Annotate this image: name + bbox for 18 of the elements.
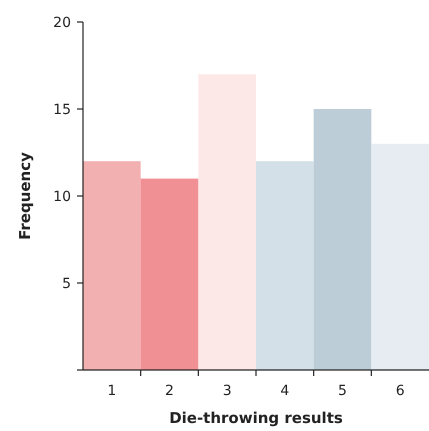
y-tick-label: 5 xyxy=(62,276,71,292)
bar xyxy=(371,144,429,370)
bar xyxy=(140,178,198,370)
x-tick-label: 1 xyxy=(107,382,116,399)
x-tick-label: 4 xyxy=(280,382,290,399)
x-axis-title: Die-throwing results xyxy=(169,409,343,427)
bar xyxy=(198,74,256,370)
bar xyxy=(256,161,314,370)
y-tick-label: 15 xyxy=(53,102,71,118)
y-axis-title: Frequency xyxy=(16,152,34,240)
y-tick-label: 10 xyxy=(53,188,71,205)
x-tick-label: 3 xyxy=(222,382,232,399)
y-tick-label: 20 xyxy=(53,14,71,31)
x-tick-label: 5 xyxy=(338,382,347,399)
x-tick-label: 6 xyxy=(396,382,405,399)
x-tick-label: 2 xyxy=(165,382,174,399)
bar xyxy=(83,161,141,370)
bar xyxy=(314,109,372,370)
